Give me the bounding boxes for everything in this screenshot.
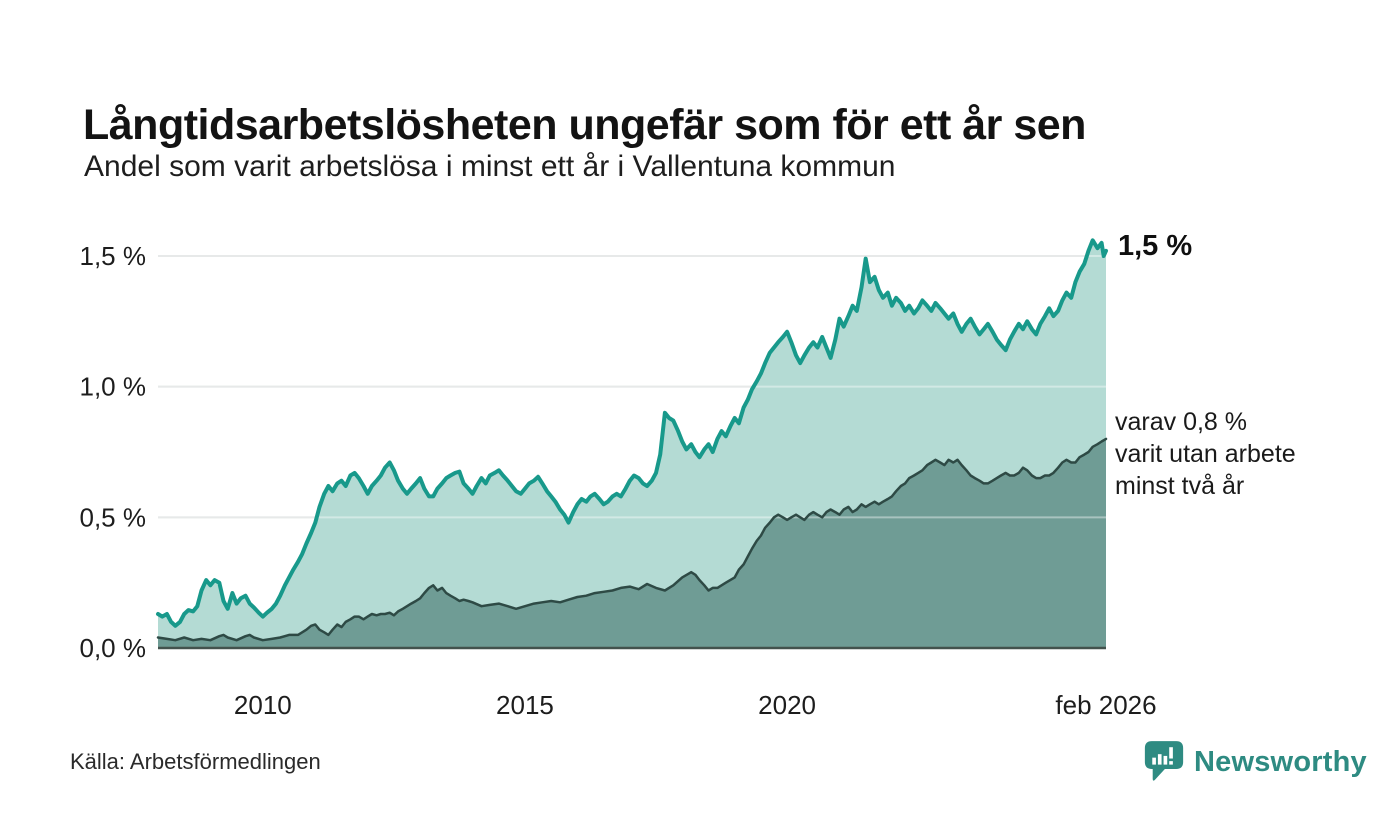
newsworthy-pin-bar-chart-icon (1144, 739, 1184, 785)
y-axis-labels: 0,0 % 0,5 % 1,0 % 1,5 % (80, 241, 147, 663)
y-tick-label: 0,0 % (80, 633, 147, 663)
x-axis-labels: 2010 2015 2020 feb 2026 (234, 690, 1157, 720)
latest-value-label: 1,5 % (1118, 230, 1193, 262)
page-title: Långtidsarbetslösheten ungefär som för e… (83, 100, 1086, 149)
y-tick-label: 0,5 % (80, 502, 147, 532)
y-tick-label: 1,0 % (80, 372, 147, 402)
series-lines (156, 238, 1108, 642)
brand-logo: Newsworthy (1144, 738, 1367, 786)
y-tick-label: 1,5 % (80, 241, 147, 271)
line-minst-tva-ar (156, 437, 1108, 642)
x-tick-label: 2020 (758, 690, 816, 720)
series-areas (158, 240, 1106, 649)
area-minst-tva-ar (158, 438, 1106, 648)
source-credit: Källa: Arbetsförmedlingen (70, 749, 321, 774)
page-subtitle: Andel som varit arbetslösa i minst ett å… (84, 150, 896, 183)
secondary-series-label: varav 0,8 % varit utan arbete minst två … (1115, 408, 1296, 500)
x-tick-label: feb 2026 (1055, 690, 1156, 720)
x-tick-label: 2015 (496, 690, 554, 720)
line-minst-ett-ar (156, 238, 1108, 628)
x-tick-label: 2010 (234, 690, 292, 720)
brand-name: Newsworthy (1194, 745, 1367, 778)
